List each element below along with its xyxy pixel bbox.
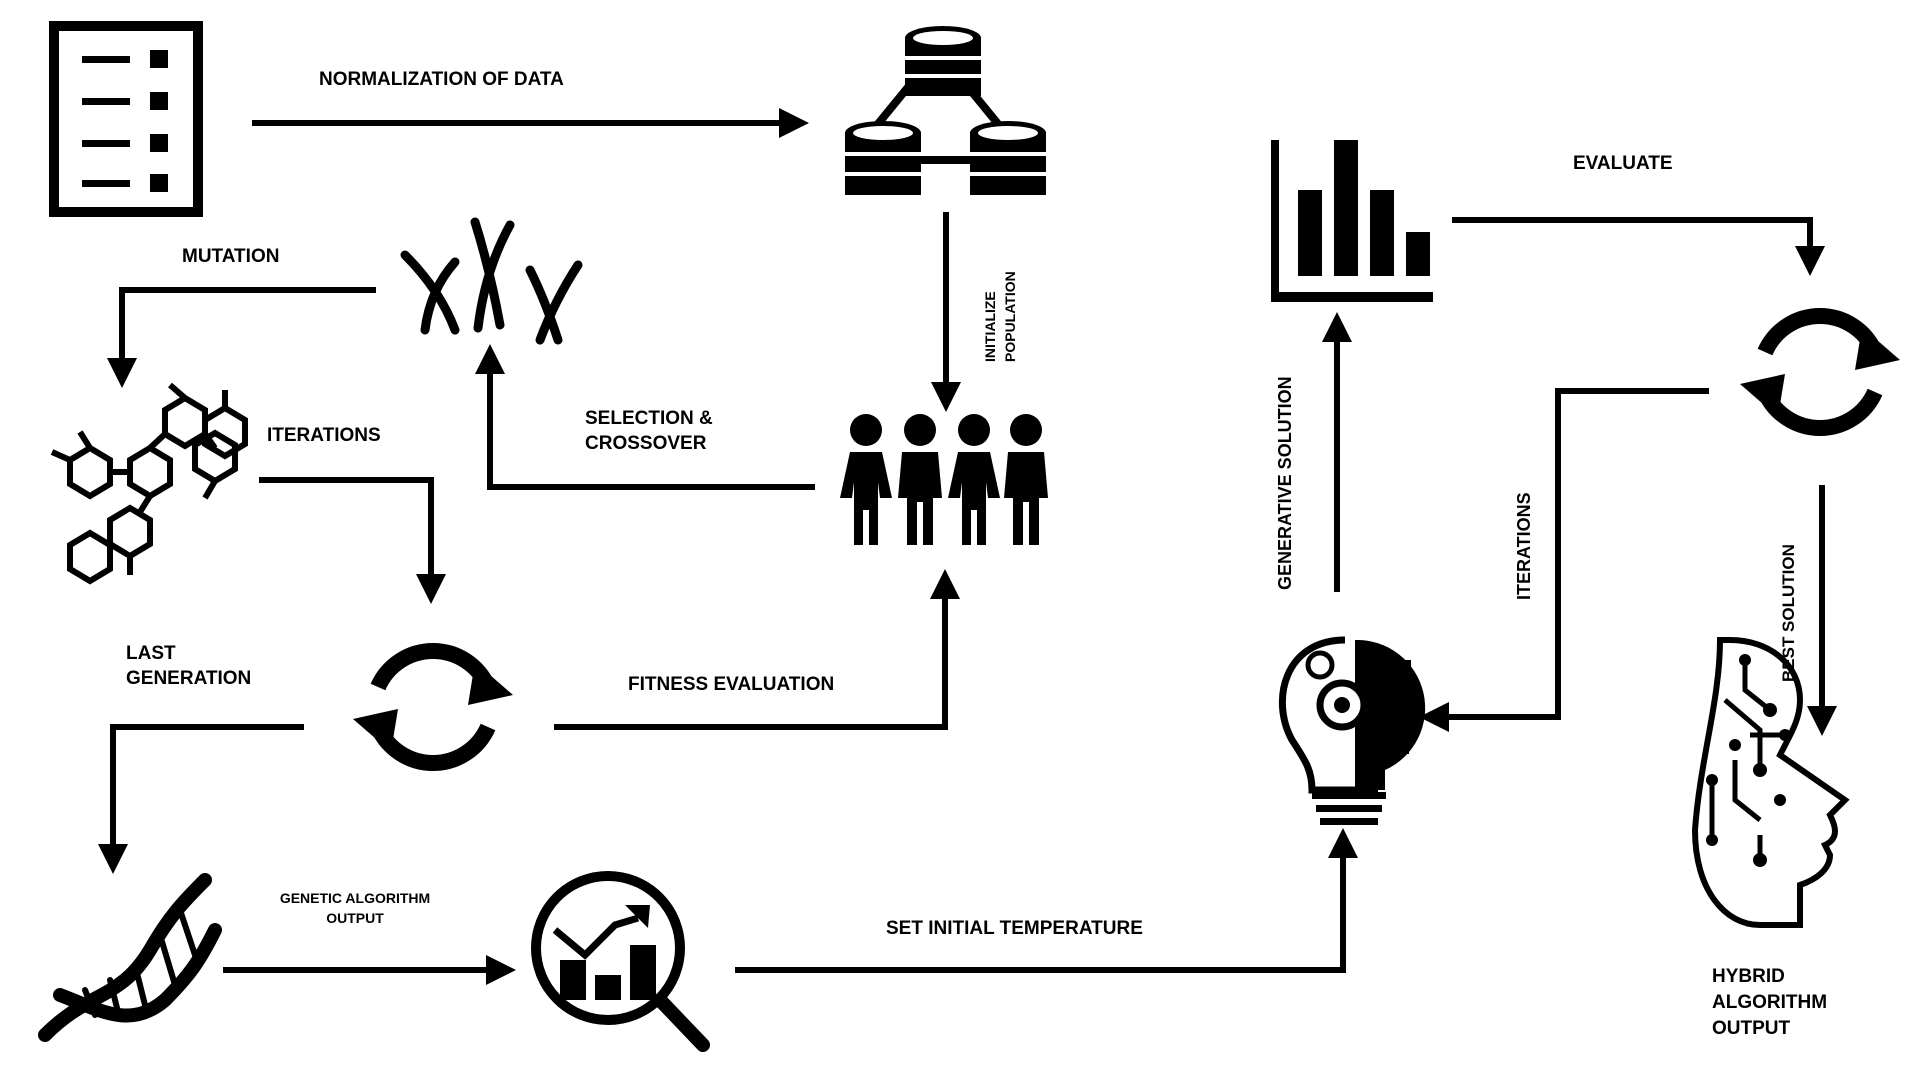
arrow-iterations-right [1419, 388, 1709, 732]
arrow-fitness-evaluation [554, 569, 960, 730]
lightbulb-gear-icon [1278, 636, 1426, 825]
database-icon [845, 26, 1046, 195]
flow-arrows [98, 108, 1837, 985]
label-hybrid-output-2: ALGORITHM [1712, 992, 1827, 1013]
label-last-generation-2: GENERATION [126, 668, 251, 689]
label-iterations-left: ITERATIONS [267, 425, 381, 446]
arrow-mutation [107, 287, 376, 388]
label-selection-crossover-1: SELECTION & [585, 408, 713, 429]
arrow-evaluate [1452, 217, 1825, 276]
label-evaluate: EVALUATE [1573, 153, 1673, 174]
label-best-solution: BEST SOLUTION [1779, 544, 1798, 682]
arrow-last-generation [98, 724, 304, 874]
arrow-set-temperature [735, 828, 1358, 973]
label-initialize-population-2: POPULATION [1002, 271, 1018, 362]
cycle-icon [353, 651, 513, 763]
label-fitness-evaluation: FITNESS EVALUATION [628, 674, 834, 695]
molecule-icon [50, 382, 248, 585]
chromosome-icon [400, 217, 583, 345]
label-hybrid-output-1: HYBRID [1712, 966, 1785, 987]
label-generative-solution: GENERATIVE SOLUTION [1275, 376, 1295, 590]
label-last-generation-1: LAST [126, 643, 176, 664]
label-selection-crossover-2: CROSSOVER [585, 433, 707, 454]
label-iterations-right: ITERATIONS [1514, 492, 1534, 600]
bar-chart-icon [1271, 140, 1433, 302]
checklist-icon [49, 21, 203, 217]
cycle-icon-right [1740, 316, 1900, 428]
dna-icon [38, 873, 222, 1042]
arrow-iterations-left [259, 477, 446, 604]
label-set-temperature: SET INITIAL TEMPERATURE [886, 918, 1143, 939]
arrow-selection-crossover [475, 344, 815, 490]
label-hybrid-output-3: OUTPUT [1712, 1018, 1791, 1039]
label-normalization: NORMALIZATION OF DATA [319, 69, 564, 90]
ai-head-icon [1691, 637, 1850, 928]
label-ga-output-1: GENETIC ALGORITHM [280, 890, 430, 906]
population-icon [840, 414, 1048, 545]
magnifier-chart-icon [531, 871, 710, 1052]
label-mutation: MUTATION [182, 246, 279, 267]
label-ga-output-2: OUTPUT [326, 910, 384, 926]
label-initialize-population-1: INITIALIZE [982, 291, 998, 362]
